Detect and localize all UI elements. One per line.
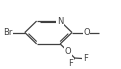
Text: Br: Br — [3, 28, 13, 37]
Text: N: N — [57, 17, 63, 26]
Text: F: F — [68, 59, 73, 68]
Text: O: O — [65, 47, 71, 56]
Text: O: O — [83, 28, 90, 37]
Text: F: F — [83, 54, 88, 63]
